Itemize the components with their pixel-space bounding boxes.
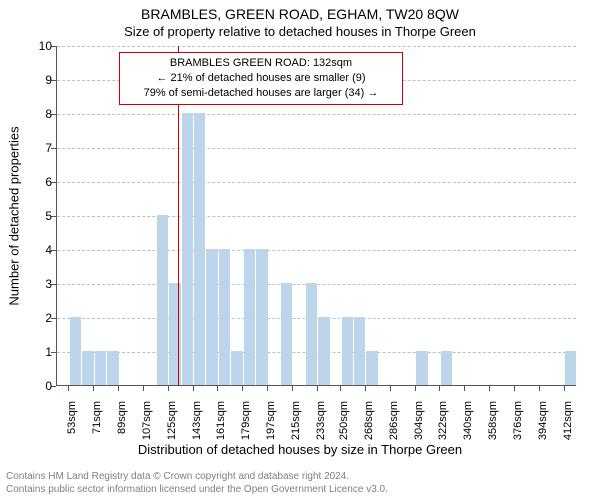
x-tick <box>93 386 94 391</box>
x-tick <box>193 386 194 391</box>
x-axis-label: Distribution of detached houses by size … <box>0 442 600 457</box>
x-tick <box>439 386 440 391</box>
y-tick-label: 6 <box>45 175 52 189</box>
x-tick <box>118 386 119 391</box>
bar <box>342 317 353 385</box>
x-tick-label: 125sqm <box>166 401 178 440</box>
page-subtitle: Size of property relative to detached ho… <box>0 24 600 39</box>
y-tick-label: 1 <box>45 345 52 359</box>
y-tick-label: 8 <box>45 107 52 121</box>
plot-area: BRAMBLES GREEN ROAD: 132sqm← 21% of deta… <box>56 46 576 386</box>
bar <box>206 249 217 385</box>
x-tick-label: 215sqm <box>290 401 302 440</box>
x-tick-label: 197sqm <box>265 401 277 440</box>
bar <box>318 317 329 385</box>
bar <box>244 249 255 385</box>
footer-line-1: Contains HM Land Registry data © Crown c… <box>6 471 594 484</box>
x-tick-label: 250sqm <box>338 401 350 440</box>
x-tick <box>489 386 490 391</box>
x-tick-label: 412sqm <box>562 401 574 440</box>
grid-line <box>57 46 576 47</box>
x-tick <box>390 386 391 391</box>
x-tick-label: 233sqm <box>315 401 327 440</box>
x-tick <box>317 386 318 391</box>
y-tick-label: 3 <box>45 277 52 291</box>
x-tick-label: 286sqm <box>388 401 400 440</box>
x-tick-label: 376sqm <box>512 401 524 440</box>
x-tick <box>340 386 341 391</box>
x-tick-label: 143sqm <box>191 401 203 440</box>
y-tick-label: 2 <box>45 311 52 325</box>
x-tick-label: 268sqm <box>363 401 375 440</box>
x-tick-label: 71sqm <box>91 401 103 434</box>
x-tick <box>143 386 144 391</box>
x-tick <box>564 386 565 391</box>
info-box-line: BRAMBLES GREEN ROAD: 132sqm <box>126 56 396 71</box>
info-box: BRAMBLES GREEN ROAD: 132sqm← 21% of deta… <box>119 52 403 105</box>
x-tick-label: 89sqm <box>116 401 128 434</box>
bar <box>281 283 292 385</box>
bar <box>82 351 93 385</box>
x-tick-label: 304sqm <box>413 401 425 440</box>
footer: Contains HM Land Registry data © Crown c… <box>6 471 594 496</box>
bar <box>182 113 193 385</box>
x-tick <box>514 386 515 391</box>
x-tick-label: 394sqm <box>537 401 549 440</box>
x-tick-label: 340sqm <box>462 401 474 440</box>
grid-line <box>57 216 576 217</box>
grid-line <box>57 148 576 149</box>
y-tick-label: 4 <box>45 243 52 257</box>
info-box-line: ← 21% of detached houses are smaller (9) <box>126 71 396 86</box>
x-tick-label: 179sqm <box>240 401 252 440</box>
y-tick-label: 9 <box>45 73 52 87</box>
y-tick-label: 5 <box>45 209 52 223</box>
x-tick-label: 322sqm <box>437 401 449 440</box>
x-tick-label: 358sqm <box>487 401 499 440</box>
footer-line-2: Contains public sector information licen… <box>6 484 594 497</box>
bar <box>256 249 267 385</box>
x-tick-label: 53sqm <box>66 401 78 434</box>
bar <box>157 215 168 385</box>
x-tick <box>292 386 293 391</box>
bar <box>366 351 377 385</box>
x-tick <box>168 386 169 391</box>
bar <box>219 249 230 385</box>
page-title: BRAMBLES, GREEN ROAD, EGHAM, TW20 8QW <box>0 6 600 22</box>
bar <box>194 113 205 385</box>
info-box-line: 79% of semi-detached houses are larger (… <box>126 86 396 101</box>
x-tick <box>68 386 69 391</box>
x-tick <box>415 386 416 391</box>
grid-line <box>57 250 576 251</box>
bar <box>306 283 317 385</box>
x-tick <box>365 386 366 391</box>
grid-line <box>57 114 576 115</box>
bar <box>231 351 242 385</box>
chart-container: BRAMBLES, GREEN ROAD, EGHAM, TW20 8QW Si… <box>0 0 600 500</box>
x-tick <box>267 386 268 391</box>
bar <box>70 317 81 385</box>
x-tick <box>242 386 243 391</box>
bar <box>416 351 427 385</box>
x-tick-label: 161sqm <box>215 401 227 440</box>
x-tick <box>217 386 218 391</box>
y-tick-label: 10 <box>39 39 52 53</box>
bar <box>354 317 365 385</box>
x-tick-label: 107sqm <box>141 401 153 440</box>
x-tick <box>539 386 540 391</box>
grid-line <box>57 182 576 183</box>
bar <box>441 351 452 385</box>
bar <box>107 351 118 385</box>
y-tick-label: 0 <box>45 379 52 393</box>
y-axis-label: Number of detached properties <box>7 126 22 305</box>
bar <box>565 351 576 385</box>
bar <box>95 351 106 385</box>
y-tick-label: 7 <box>45 141 52 155</box>
x-tick <box>464 386 465 391</box>
